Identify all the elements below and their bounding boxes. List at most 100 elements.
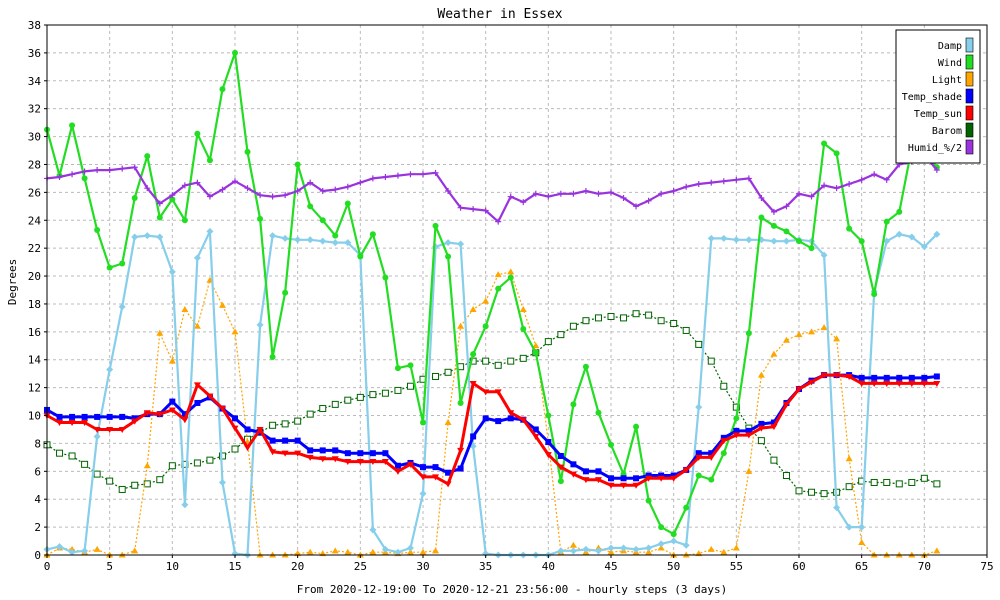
data-point: [695, 181, 702, 187]
data-point: [394, 386, 402, 394]
data-point: [419, 548, 427, 555]
data-point: [168, 357, 176, 364]
data-point: [657, 475, 665, 482]
data-point: [106, 366, 114, 373]
data-point: [344, 450, 351, 457]
data-point: [883, 237, 891, 245]
x-tick-label: 25: [354, 560, 367, 573]
data-point: [732, 236, 740, 244]
data-point: [56, 420, 64, 426]
data-point: [81, 413, 88, 420]
data-point: [557, 452, 564, 459]
data-point: [858, 374, 865, 381]
y-tick-label: 36: [28, 47, 41, 60]
data-point: [445, 253, 452, 260]
data-point: [306, 410, 314, 418]
data-point: [557, 547, 565, 555]
data-point: [921, 374, 928, 381]
data-point: [432, 464, 439, 471]
data-point: [269, 193, 276, 200]
data-point: [607, 482, 615, 489]
y-tick-label: 12: [28, 382, 41, 395]
data-point: [144, 153, 151, 160]
data-point: [344, 459, 352, 466]
data-point: [332, 447, 339, 454]
legend-swatch: [965, 54, 974, 70]
data-point: [457, 322, 465, 329]
data-point: [858, 523, 866, 531]
data-point: [156, 411, 164, 418]
data-point: [469, 380, 477, 387]
data-point: [68, 452, 76, 460]
data-point: [193, 459, 201, 467]
data-point: [833, 504, 841, 512]
data-point: [106, 264, 113, 271]
y-tick-label: 10: [28, 410, 41, 423]
data-point: [244, 426, 251, 433]
data-point: [118, 485, 126, 493]
data-point: [745, 175, 752, 182]
data-point: [608, 189, 614, 196]
y-tick-label: 6: [34, 465, 41, 478]
y-tick-label: 8: [34, 437, 41, 450]
data-point: [745, 432, 753, 439]
data-point: [594, 477, 602, 484]
data-point: [331, 547, 339, 554]
data-point: [56, 543, 64, 551]
data-point: [507, 357, 515, 365]
data-point: [595, 409, 602, 416]
data-point: [218, 478, 226, 486]
data-point: [495, 418, 502, 425]
data-point: [218, 406, 226, 413]
data-point: [69, 122, 76, 129]
data-point: [707, 454, 715, 461]
data-point: [93, 470, 101, 478]
data-point: [632, 310, 640, 318]
data-point: [544, 338, 552, 346]
data-point: [369, 548, 377, 555]
data-point: [144, 185, 151, 192]
data-point: [319, 447, 326, 454]
data-point: [306, 548, 314, 555]
data-point: [545, 439, 552, 446]
x-tick-label: 35: [479, 560, 492, 573]
data-point: [406, 544, 414, 552]
data-point: [557, 478, 564, 485]
data-point: [507, 415, 514, 422]
data-point: [344, 548, 352, 555]
data-point: [758, 214, 765, 221]
data-point: [896, 208, 903, 215]
data-point: [920, 243, 928, 251]
data-point: [356, 459, 364, 466]
data-point: [820, 372, 828, 379]
data-point: [420, 171, 426, 178]
data-point: [520, 199, 527, 206]
data-point: [232, 49, 238, 56]
data-point: [68, 548, 76, 556]
data-point: [645, 548, 653, 555]
legend-label: Humid_%/2: [908, 143, 962, 154]
data-point: [645, 475, 653, 482]
data-point: [381, 545, 389, 553]
data-point: [670, 531, 677, 538]
data-point: [670, 319, 678, 327]
data-point: [833, 185, 840, 192]
data-point: [883, 478, 891, 486]
data-point: [833, 335, 841, 342]
data-point: [720, 178, 727, 185]
data-point: [594, 314, 602, 322]
data-point: [244, 185, 251, 192]
data-point: [269, 353, 276, 360]
data-point: [319, 217, 326, 224]
y-tick-label: 38: [28, 19, 41, 32]
data-point: [507, 410, 515, 417]
data-point: [156, 200, 163, 207]
data-point: [895, 380, 903, 387]
data-point: [282, 289, 289, 296]
data-point: [494, 361, 502, 369]
data-point: [232, 178, 238, 185]
data-point: [269, 421, 277, 429]
data-point: [808, 488, 816, 496]
data-point: [181, 417, 189, 424]
data-point: [131, 415, 138, 422]
